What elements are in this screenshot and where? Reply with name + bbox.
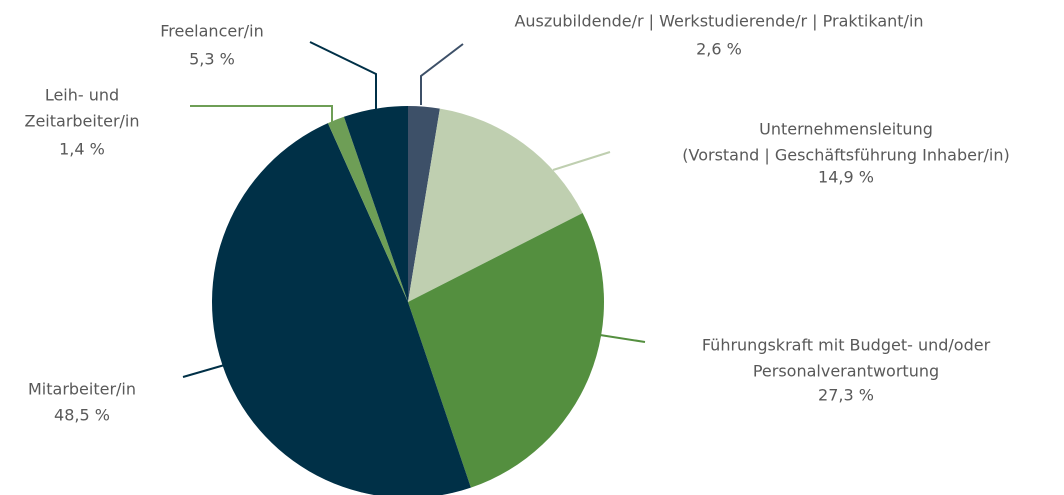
slice-value-label: 5,3 % bbox=[189, 50, 235, 69]
pie-slice bbox=[408, 213, 604, 488]
slice-label: Unternehmensleitung bbox=[759, 120, 933, 139]
slice-value-label: 2,6 % bbox=[696, 40, 742, 59]
leader-line bbox=[190, 105, 333, 124]
slice-label: Auszubildende/r | Werkstudierende/r | Pr… bbox=[514, 12, 923, 31]
leader-line bbox=[552, 151, 611, 171]
slice-label: Zeitarbeiter/in bbox=[24, 112, 139, 131]
slice-value-label: 14,9 % bbox=[818, 168, 874, 187]
pie-slice bbox=[212, 123, 471, 495]
pie-slice bbox=[408, 108, 583, 302]
leader-line bbox=[420, 43, 464, 105]
leader-line bbox=[309, 41, 377, 110]
slice-label: Führungskraft mit Budget- und/oder bbox=[702, 336, 991, 355]
slice-value-label: 48,5 % bbox=[54, 406, 110, 425]
slice-label: (Vorstand | Geschäftsführung Inhaber/in) bbox=[682, 146, 1009, 165]
slice-label: Mitarbeiter/in bbox=[28, 380, 136, 399]
pie-slice bbox=[408, 106, 440, 302]
slice-value-label: 27,3 % bbox=[818, 386, 874, 405]
leader-line bbox=[599, 334, 646, 343]
slice-value-label: 1,4 % bbox=[59, 140, 105, 159]
slice-label: Leih- und bbox=[45, 86, 119, 105]
pie-slice bbox=[343, 106, 408, 302]
slice-label: Personalverantwortung bbox=[753, 362, 939, 381]
leader-line bbox=[182, 363, 229, 378]
slice-label: Freelancer/in bbox=[160, 22, 264, 41]
pie-slice bbox=[327, 116, 408, 302]
